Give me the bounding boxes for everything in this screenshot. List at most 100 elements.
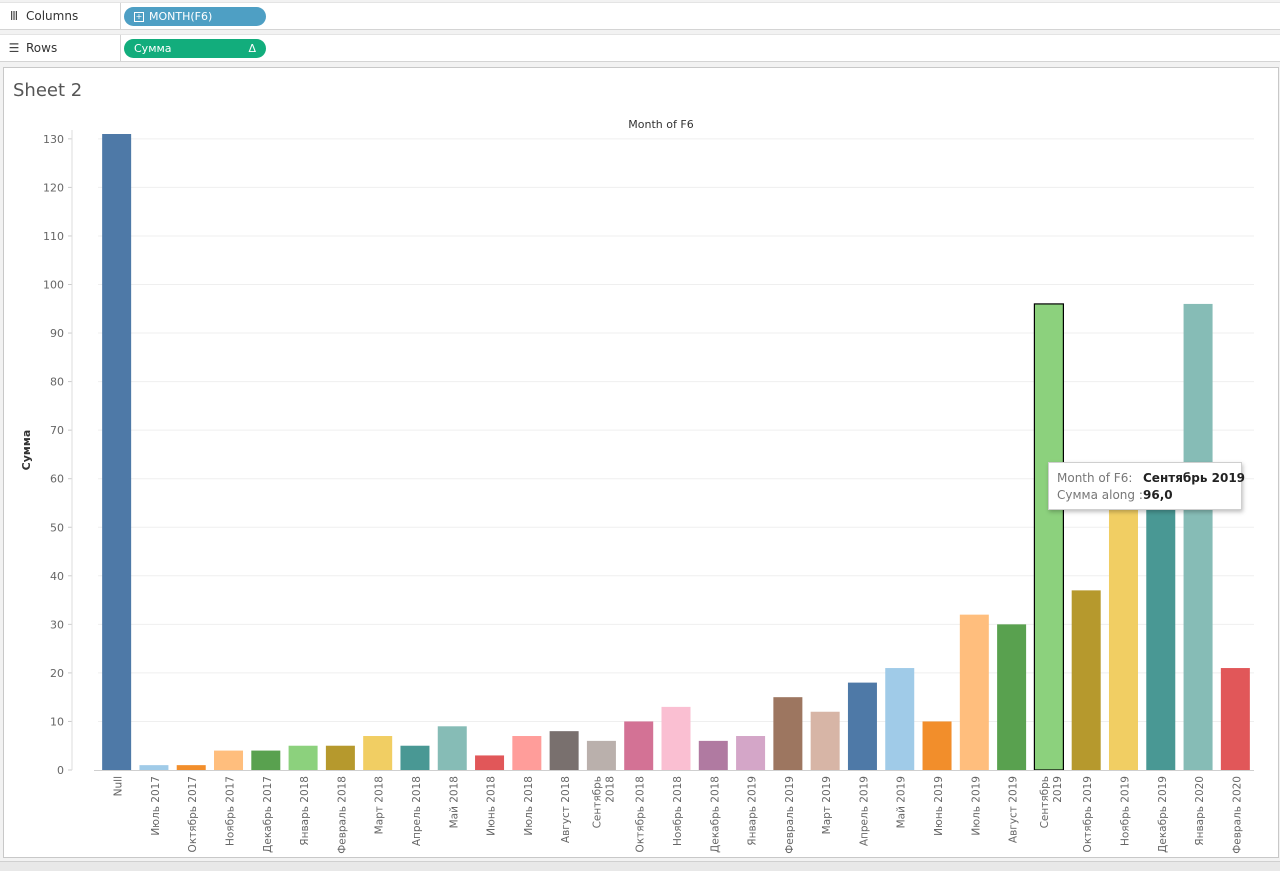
x-tick-label: Октябрь 2019 bbox=[1082, 776, 1094, 852]
bar bbox=[1183, 303, 1213, 770]
expand-plus-icon[interactable]: + bbox=[134, 11, 144, 22]
bar bbox=[549, 731, 579, 770]
x-tick-label: Ноябрь 2018 bbox=[672, 776, 684, 846]
rows-shelf-label: ☰ Rows bbox=[0, 35, 121, 61]
bar bbox=[847, 682, 877, 770]
x-tick-label: Июль 2019 bbox=[970, 776, 982, 836]
x-tick-label: Октябрь 2017 bbox=[187, 776, 199, 852]
y-tick-label: 60 bbox=[50, 473, 64, 486]
bar bbox=[1220, 668, 1250, 770]
rows-icon: ☰ bbox=[8, 41, 20, 55]
x-tick-label: Май 2018 bbox=[448, 776, 460, 828]
bar bbox=[624, 721, 654, 770]
x-tick-label: Февраль 2019 bbox=[784, 776, 796, 854]
x-tick-label: Август 2018 bbox=[560, 776, 572, 843]
y-tick-label: 50 bbox=[50, 521, 64, 534]
columns-icon: Ⅲ bbox=[9, 9, 19, 23]
y-tick-label: 40 bbox=[50, 570, 64, 583]
bar bbox=[661, 706, 691, 770]
bar bbox=[922, 721, 952, 770]
bar bbox=[810, 711, 840, 770]
columns-shelf-label: Ⅲ Columns bbox=[0, 3, 121, 29]
x-tick-label: Февраль 2018 bbox=[336, 776, 348, 854]
y-tick-label: 80 bbox=[50, 376, 64, 389]
tooltip-row-month: Month of F6: Сентябрь 2019 bbox=[1057, 470, 1245, 487]
columns-label-text: Columns bbox=[26, 9, 79, 23]
x-tick-label: Март 2018 bbox=[374, 776, 386, 834]
x-tick-label: Май 2019 bbox=[896, 776, 908, 828]
bar bbox=[363, 736, 393, 770]
sheet-title: Sheet 2 bbox=[13, 80, 83, 101]
rows-shelf[interactable]: ☰ Rows Сумма Δ bbox=[0, 34, 1280, 62]
x-tick-label: Сентябрь2018 bbox=[591, 776, 616, 828]
x-tick-label: Январь 2020 bbox=[1194, 776, 1206, 846]
bar bbox=[1033, 303, 1065, 771]
bar bbox=[512, 736, 542, 770]
bar bbox=[959, 614, 989, 770]
y-tick-label: 110 bbox=[43, 230, 64, 243]
x-tick-label: Октябрь 2018 bbox=[635, 776, 647, 852]
x-tick-label: Ноябрь 2017 bbox=[225, 776, 237, 846]
x-tick-label: Январь 2019 bbox=[747, 776, 759, 846]
x-tick-label: Декабрь 2019 bbox=[1157, 776, 1169, 853]
table-calc-delta-icon: Δ bbox=[248, 42, 256, 55]
summa-pill-text: Сумма bbox=[134, 42, 172, 55]
y-tick-label: 70 bbox=[50, 424, 64, 437]
y-tick-label: 20 bbox=[50, 667, 64, 680]
x-tick-label: Июнь 2019 bbox=[933, 776, 945, 836]
y-tick-label: 130 bbox=[43, 133, 64, 146]
bar bbox=[176, 765, 206, 770]
y-tick-label: 90 bbox=[50, 327, 64, 340]
x-tick-label: Апрель 2018 bbox=[411, 776, 423, 846]
bar bbox=[325, 745, 355, 770]
bar bbox=[475, 755, 505, 770]
bar bbox=[102, 134, 132, 770]
bar bbox=[400, 745, 430, 770]
x-tick-label: Март 2019 bbox=[821, 776, 833, 834]
bar bbox=[139, 765, 169, 770]
bar-chart: Month of F6 0 10 20 30 40 50 60 70 80 90 100 110 120 1… bbox=[20, 118, 1254, 854]
y-tick-label: 120 bbox=[43, 181, 64, 194]
bar bbox=[288, 745, 318, 770]
bar bbox=[1108, 488, 1138, 770]
columns-shelf[interactable]: Ⅲ Columns + MONTH(F6) bbox=[0, 2, 1280, 30]
bar bbox=[773, 697, 803, 770]
bar bbox=[437, 726, 467, 770]
tooltip-value-month: Сентябрь 2019 bbox=[1143, 471, 1246, 485]
x-tick-label: Июль 2017 bbox=[150, 776, 162, 836]
bar bbox=[997, 624, 1027, 770]
x-tick-label: Июнь 2018 bbox=[486, 776, 498, 836]
rows-label-text: Rows bbox=[26, 41, 58, 55]
bar bbox=[251, 750, 281, 770]
y-axis-title: Сумма bbox=[20, 430, 33, 471]
tooltip-key-month: Month of F6: bbox=[1057, 471, 1133, 485]
bar bbox=[586, 740, 616, 770]
x-tick-label: Null bbox=[113, 776, 125, 796]
chart-title: Month of F6 bbox=[628, 118, 693, 131]
x-tick-label: Январь 2018 bbox=[299, 776, 311, 846]
bar bbox=[698, 740, 728, 770]
x-tick-label: Август 2019 bbox=[1008, 776, 1020, 843]
bottom-scroll-strip bbox=[0, 861, 1280, 871]
bar bbox=[736, 736, 766, 770]
summa-pill[interactable]: Сумма Δ bbox=[124, 39, 266, 58]
x-tick-label: Сентябрь2019 bbox=[1039, 776, 1064, 828]
bar bbox=[1146, 488, 1176, 770]
x-tick-label: Декабрь 2018 bbox=[709, 776, 721, 853]
month-f6-pill[interactable]: + MONTH(F6) bbox=[124, 7, 266, 26]
x-tick-label: Апрель 2019 bbox=[858, 776, 870, 846]
tooltip-row-sum: Сумма along :96,0 bbox=[1057, 487, 1233, 504]
x-tick-label: Ноябрь 2019 bbox=[1119, 776, 1131, 846]
y-tick-label: 0 bbox=[57, 764, 64, 777]
x-tick-label: Декабрь 2017 bbox=[262, 776, 274, 853]
y-tick-label: 100 bbox=[43, 279, 64, 292]
y-tick-label: 30 bbox=[50, 618, 64, 631]
tooltip: Month of F6: Сентябрь 2019 Сумма along :9… bbox=[1048, 462, 1245, 510]
bar bbox=[885, 668, 915, 770]
x-tick-label: Февраль 2020 bbox=[1231, 776, 1243, 854]
x-tick-label: Июль 2018 bbox=[523, 776, 535, 836]
bar bbox=[214, 750, 244, 770]
tooltip-value-sum: 96,0 bbox=[1143, 488, 1173, 502]
month-f6-pill-text: MONTH(F6) bbox=[149, 10, 213, 23]
y-tick-label: 10 bbox=[50, 715, 64, 728]
